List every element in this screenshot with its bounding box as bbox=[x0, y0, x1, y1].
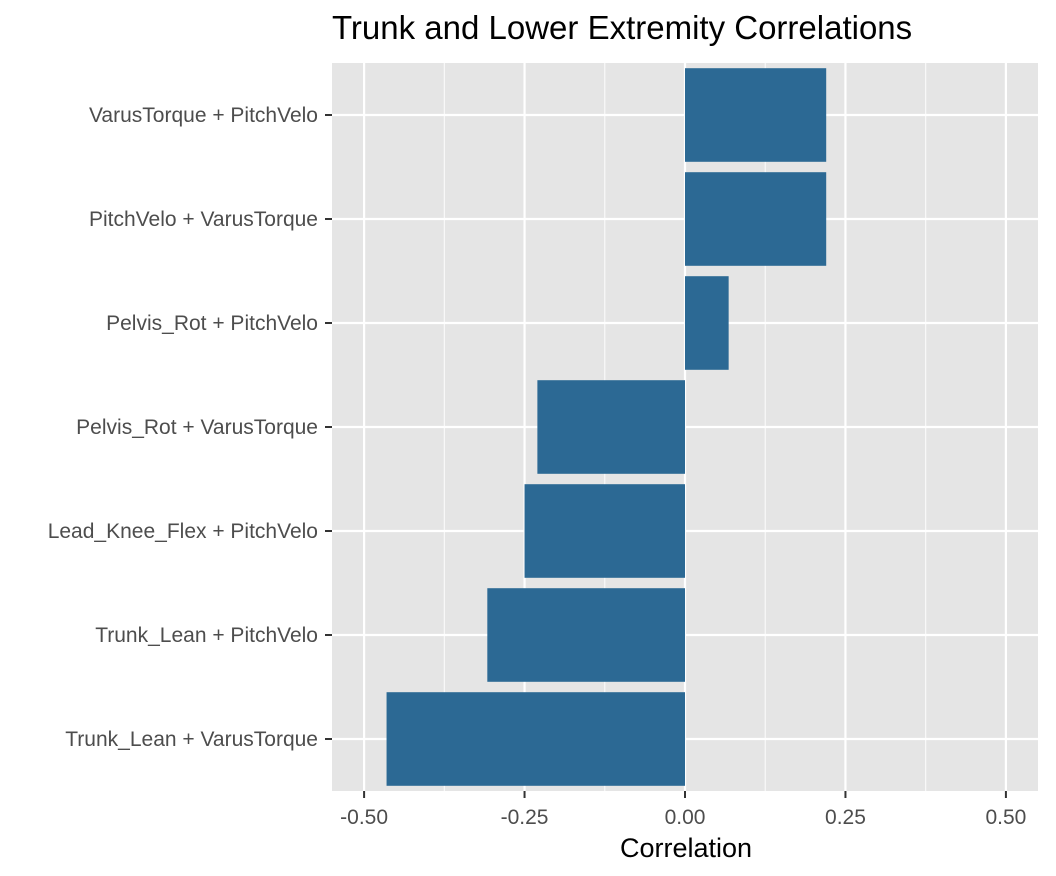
axes: VarusTorque + PitchVelo PitchVelo + Varus… bbox=[48, 104, 1027, 829]
y-tick-label: VarusTorque + PitchVelo bbox=[89, 104, 318, 127]
x-tick-label: -0.25 bbox=[501, 806, 549, 829]
x-tick-label: 0.50 bbox=[985, 806, 1026, 829]
y-tick-label: Pelvis_Rot + PitchVelo bbox=[106, 312, 318, 335]
bar-3 bbox=[685, 276, 729, 370]
y-tick-label: Lead_Knee_Flex + PitchVelo bbox=[48, 520, 318, 543]
bar-5 bbox=[524, 484, 685, 578]
bar-6 bbox=[487, 588, 685, 682]
bar-1 bbox=[685, 68, 827, 162]
x-tick-label: 0.25 bbox=[825, 806, 866, 829]
y-tick-label: Pelvis_Rot + VarusTorque bbox=[76, 416, 318, 439]
y-tick-label: Trunk_Lean + VarusTorque bbox=[65, 728, 318, 751]
y-tick-label: Trunk_Lean + PitchVelo bbox=[95, 624, 318, 647]
chart-title: Trunk and Lower Extremity Correlations bbox=[332, 9, 912, 46]
x-tick-label: -0.50 bbox=[340, 806, 388, 829]
bars bbox=[386, 68, 827, 786]
y-tick-label: PitchVelo + VarusTorque bbox=[89, 208, 318, 231]
bar-4 bbox=[537, 380, 685, 474]
x-axis-title: Correlation bbox=[620, 833, 752, 863]
x-tick-label: 0.00 bbox=[665, 806, 706, 829]
bar-2 bbox=[685, 172, 827, 266]
bar-7 bbox=[386, 692, 685, 786]
